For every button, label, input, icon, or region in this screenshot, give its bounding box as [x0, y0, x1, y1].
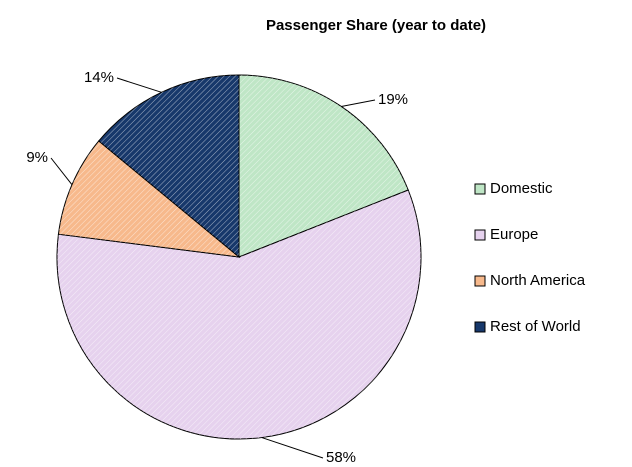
legend-label: North America	[490, 272, 586, 289]
slice-hatch	[56, 190, 421, 440]
legend-swatch	[474, 275, 486, 287]
leader-line	[341, 99, 376, 107]
leader-line	[50, 157, 73, 186]
leader-line	[261, 437, 324, 459]
legend-swatch	[474, 229, 486, 241]
chart-title: Passenger Share (year to date)	[266, 17, 486, 34]
data-label: 19%	[378, 91, 408, 108]
legend-swatch	[474, 183, 486, 195]
legend-label: Rest of World	[490, 318, 581, 335]
legend-label: Domestic	[490, 180, 553, 197]
slice-hatch	[58, 140, 240, 257]
leader-line	[116, 77, 162, 93]
legend-swatch	[474, 321, 486, 333]
slice-hatch	[98, 75, 239, 257]
slice-hatch	[239, 75, 409, 257]
data-label: 58%	[326, 449, 356, 466]
data-label: 14%	[84, 69, 114, 86]
data-label: 9%	[26, 149, 48, 166]
legend-label: Europe	[490, 226, 538, 243]
